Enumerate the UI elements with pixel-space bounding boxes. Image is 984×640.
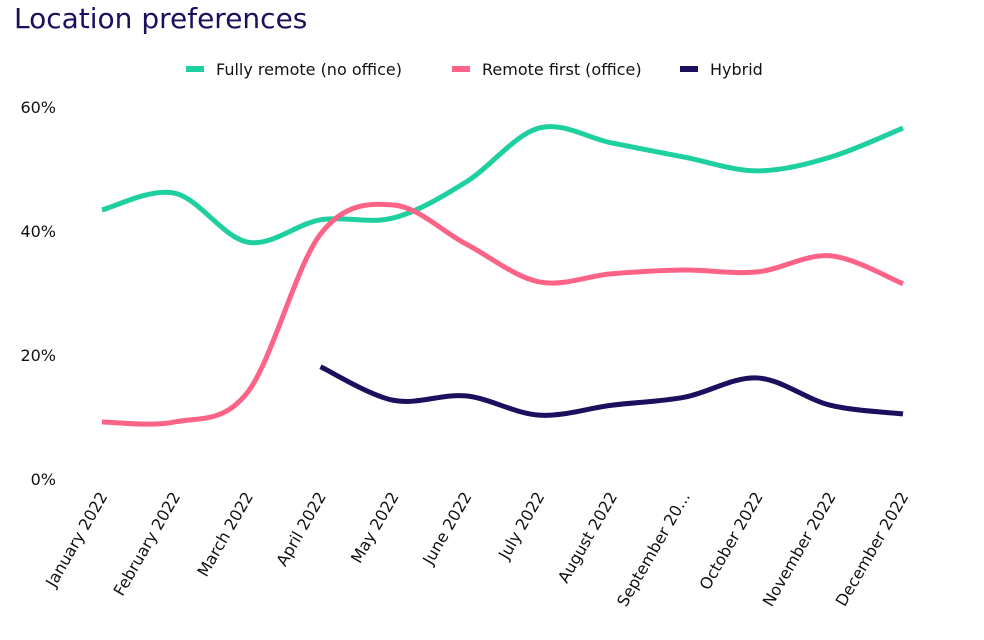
data-point[interactable] xyxy=(172,419,177,424)
data-point[interactable] xyxy=(755,168,760,173)
data-point[interactable] xyxy=(172,191,177,196)
data-point[interactable] xyxy=(682,395,687,400)
legend-swatch xyxy=(186,66,204,72)
legend-swatch xyxy=(680,66,698,72)
data-point[interactable] xyxy=(536,126,541,131)
plot-area xyxy=(100,124,906,427)
data-point[interactable] xyxy=(901,411,906,416)
x-tick-label: May 2022 xyxy=(347,489,403,567)
y-tick-label: 20% xyxy=(20,346,56,365)
legend-label[interactable]: Fully remote (no office) xyxy=(216,60,402,79)
data-point[interactable] xyxy=(100,207,105,212)
data-point[interactable] xyxy=(318,217,323,222)
data-point[interactable] xyxy=(536,413,541,418)
series-line-0[interactable] xyxy=(101,124,904,246)
data-point[interactable] xyxy=(391,202,396,207)
series-line-1[interactable] xyxy=(101,201,904,427)
data-point[interactable] xyxy=(536,279,541,284)
x-tick-label: December 2022 xyxy=(832,489,913,610)
legend-label[interactable]: Remote first (office) xyxy=(482,60,642,79)
data-point[interactable] xyxy=(901,281,906,286)
data-point[interactable] xyxy=(464,393,469,398)
data-point[interactable] xyxy=(609,140,614,145)
chart-title: Location preferences xyxy=(14,2,308,35)
y-tick-label: 0% xyxy=(31,470,56,489)
x-tick-label: October 2022 xyxy=(695,489,766,594)
data-point[interactable] xyxy=(828,403,833,408)
data-point[interactable] xyxy=(245,240,250,245)
x-tick-label: July 2022 xyxy=(494,489,548,564)
data-point[interactable] xyxy=(682,268,687,273)
x-tick-label: September 20... xyxy=(613,489,694,610)
y-tick-label: 60% xyxy=(20,98,56,117)
data-point[interactable] xyxy=(464,180,469,185)
data-point[interactable] xyxy=(100,419,105,424)
data-point[interactable] xyxy=(682,155,687,160)
x-tick-label: August 2022 xyxy=(554,489,621,587)
data-point[interactable] xyxy=(391,398,396,403)
y-axis: 0% 20% 40% 60% xyxy=(20,98,56,489)
x-tick-label: January 2022 xyxy=(41,489,111,592)
data-point[interactable] xyxy=(464,242,469,247)
legend: Fully remote (no office) Remote first (of… xyxy=(186,60,763,79)
x-tick-label: June 2022 xyxy=(418,489,475,569)
data-point[interactable] xyxy=(245,390,250,395)
data-point[interactable] xyxy=(318,232,323,237)
data-point[interactable] xyxy=(318,364,323,369)
legend-swatch xyxy=(452,66,470,72)
data-point[interactable] xyxy=(391,215,396,220)
data-point[interactable] xyxy=(609,271,614,276)
data-point[interactable] xyxy=(755,269,760,274)
x-tick-label: April 2022 xyxy=(272,489,330,570)
x-tick-label: November 2022 xyxy=(759,489,840,610)
legend-label[interactable]: Hybrid xyxy=(710,60,763,79)
data-point[interactable] xyxy=(828,155,833,160)
data-point[interactable] xyxy=(609,403,614,408)
series-line-2[interactable] xyxy=(319,364,904,418)
data-point[interactable] xyxy=(828,253,833,258)
x-tick-label: February 2022 xyxy=(109,489,184,600)
y-tick-label: 40% xyxy=(20,222,56,241)
x-tick-label: March 2022 xyxy=(193,489,257,580)
data-point[interactable] xyxy=(755,375,760,380)
data-point[interactable] xyxy=(901,126,906,131)
